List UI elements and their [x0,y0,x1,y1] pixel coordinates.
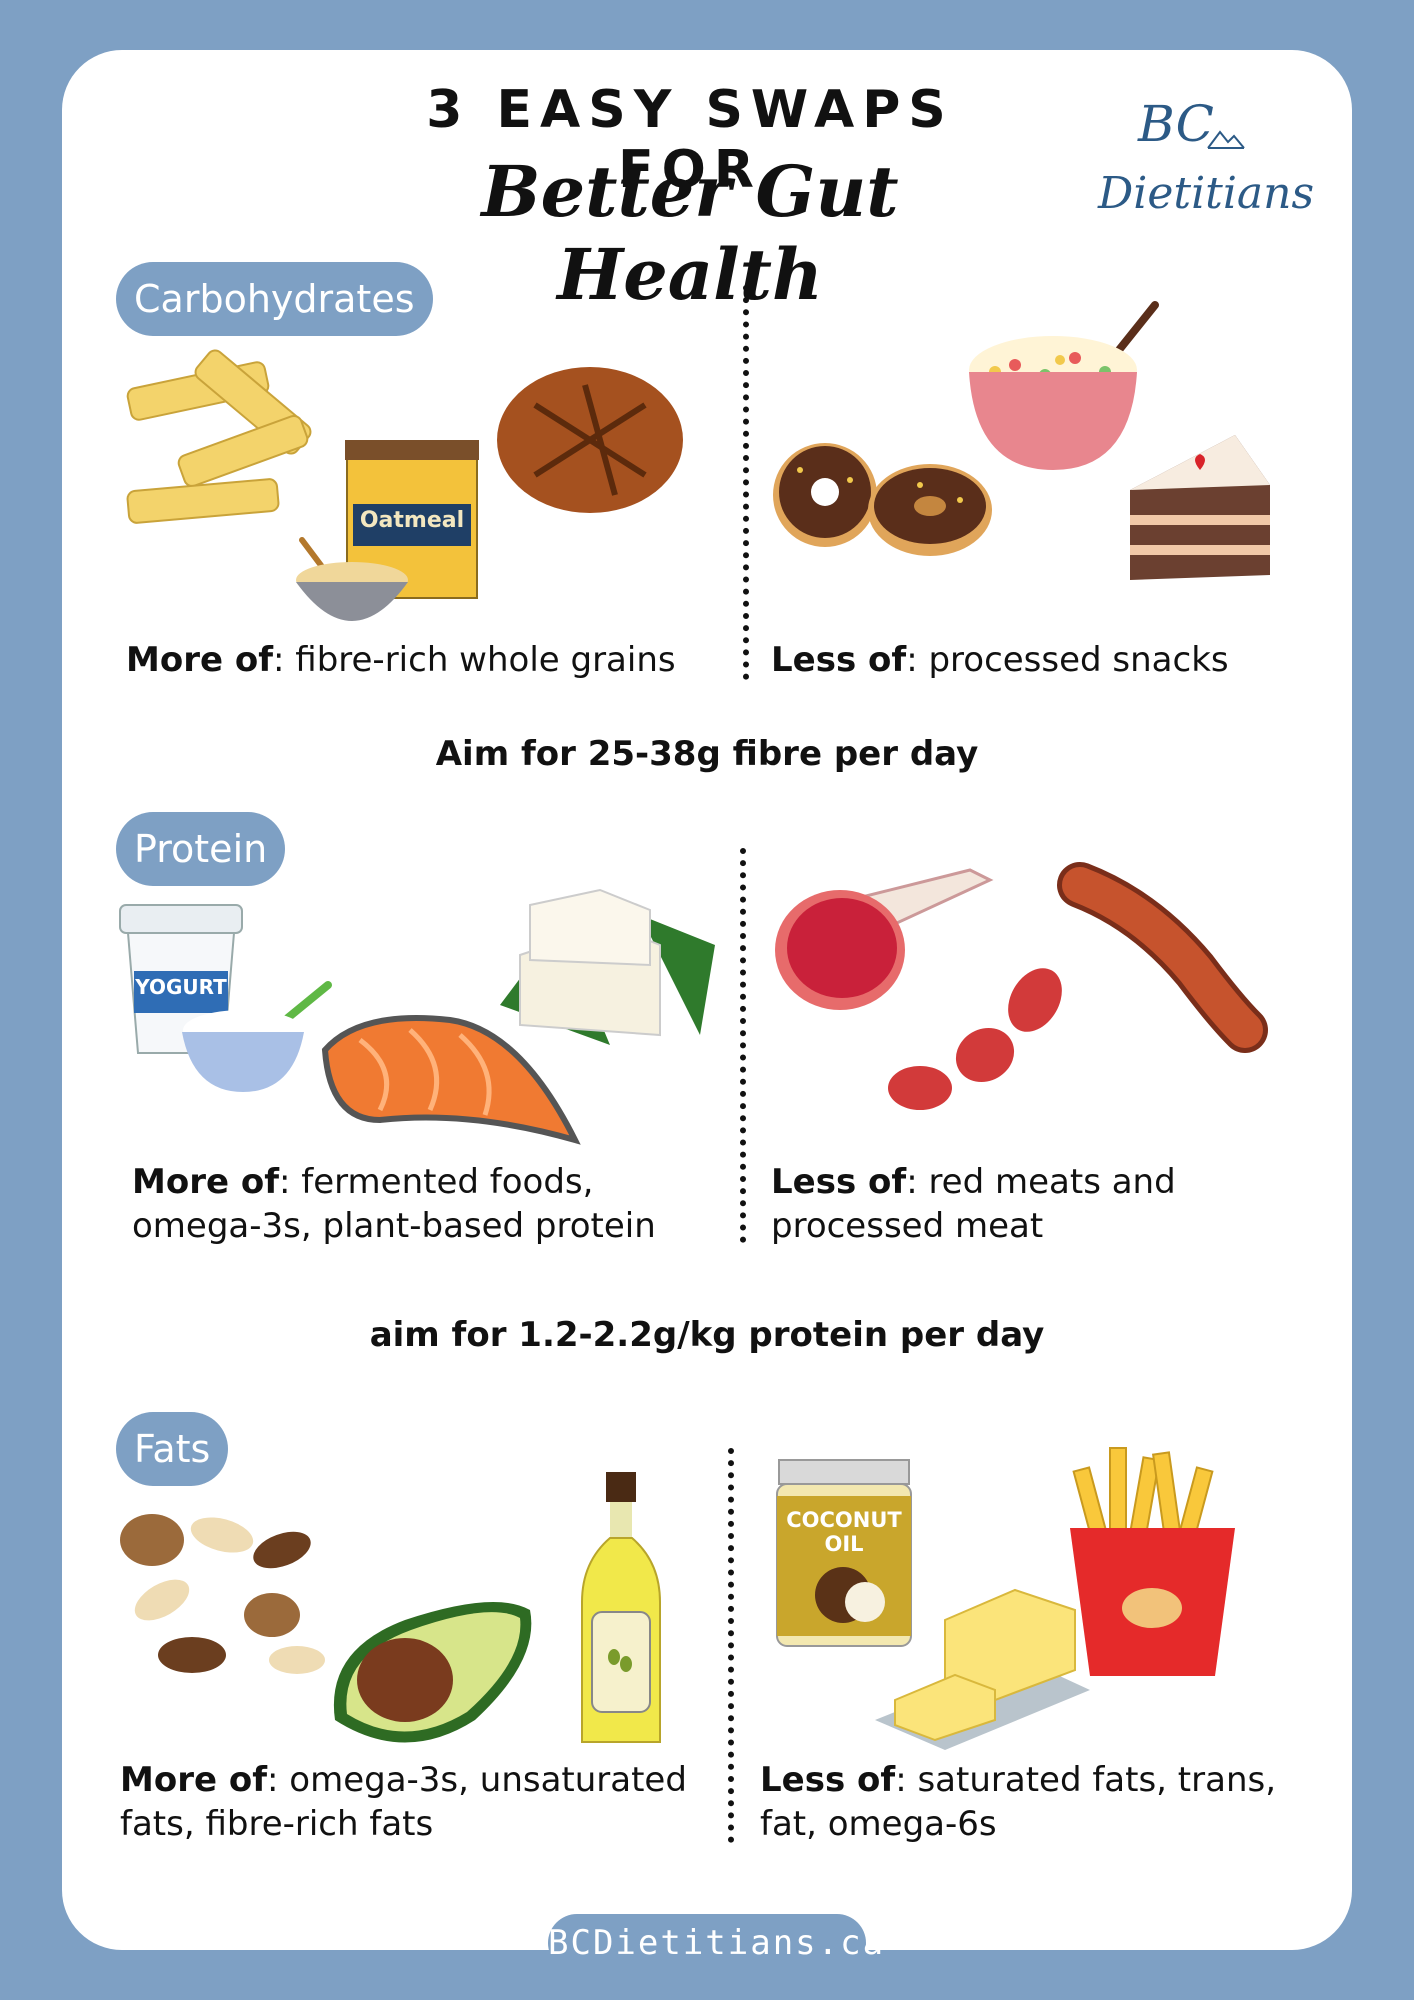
section-label-carbohydrates: Carbohydrates [116,262,433,336]
donuts-illustration [773,443,992,556]
cake-slice-illustration [1130,435,1270,580]
carbs-more-of-caption: More of: fibre-rich whole grains [126,640,676,680]
title-line-1: 3 EASY SWAPS FOR [426,80,954,200]
section-divider [728,1448,734,1843]
yogurt-tub-illustration [119,904,243,1054]
protein-more-of-caption: More of: fermented foods, omega-3s, plant… [132,1162,656,1246]
section-label-protein: Protein [116,812,286,886]
section-label-fats: Fats [116,1412,229,1486]
fats-more-of-caption: More of: omega-3s, unsaturated fats, fibr… [120,1760,687,1844]
protein-less-of-caption: Less of: red meats and processed meat [771,1162,1176,1246]
sausage-illustration [1057,862,1268,1053]
yogurt-label: YOGURT [135,975,227,999]
sausage-links-illustration [888,968,1062,1110]
olive-oil-bottle-illustration [581,1472,661,1743]
oatmeal-box-label: Oatmeal [359,508,465,533]
logo-line-1: BC [1138,95,1214,153]
section-divider [743,285,749,680]
website-link[interactable]: BCDietitians.ca [548,1914,883,1972]
fats-less-of-caption: Less of: saturated fats, trans, fat, omeg… [760,1760,1277,1844]
carbs-less-of-caption: Less of: processed snacks [771,640,1229,680]
french-fries-illustration [1070,1447,1235,1676]
salmon-fillet-illustration [321,1015,581,1145]
yogurt-bowl-illustration [182,981,332,1092]
avocado-illustration [333,1602,532,1743]
logo-line-2: Dietitians [1098,168,1315,219]
coconut-oil-label: COCONUT OIL [786,1508,902,1556]
tofu-illustration [500,888,715,1045]
pasta-illustration [126,349,312,524]
section-divider [740,848,746,1243]
title-line-2: Better Gut Health [481,150,899,316]
protein-target-text: aim for 1.2-2.2g/kg protein per day [369,1315,1045,1355]
bread-illustration [497,367,683,513]
mountain-icon [1207,130,1245,149]
oatmeal-bowl-illustration [296,537,408,621]
steak-illustration [775,868,994,1010]
coconut-oil-jar-illustration [776,1459,912,1647]
cereal-bowl-illustration [969,301,1159,470]
mixed-nuts-illustration [120,1514,325,1674]
fibre-target-text: Aim for 25-38g fibre per day [435,734,979,774]
butter-illustration [875,1588,1090,1750]
